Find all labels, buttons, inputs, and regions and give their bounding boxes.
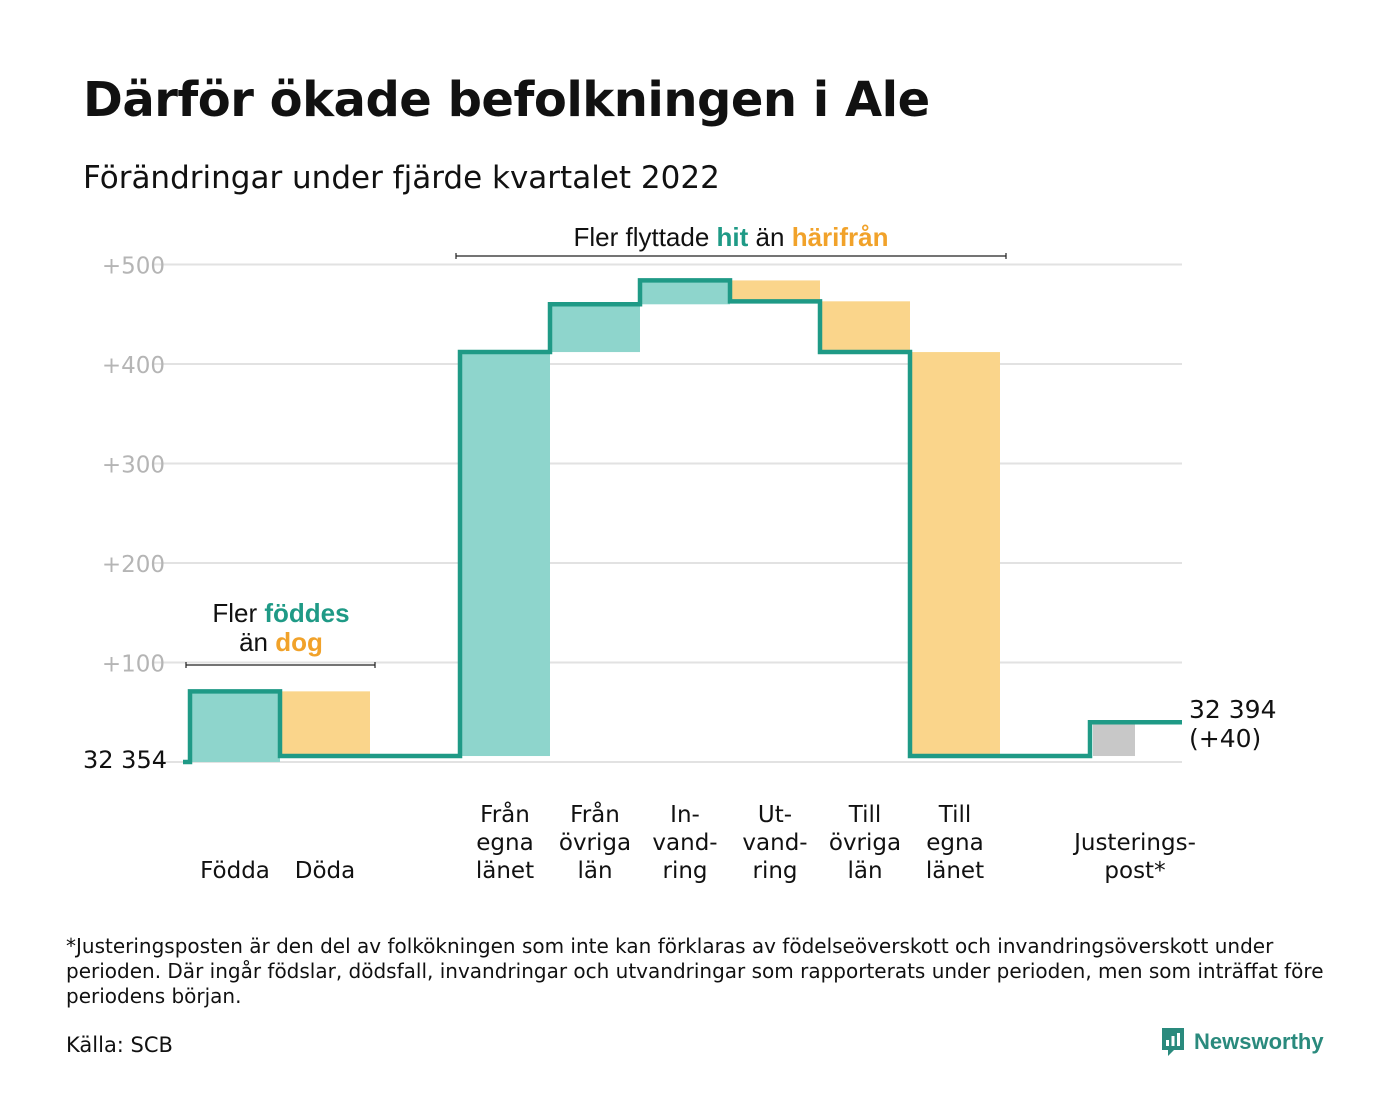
category-label: vand- <box>742 830 807 856</box>
category-label: Ut- <box>758 802 792 828</box>
y-axis-ticks: +100 +200 +300 +400 +500 <box>102 254 165 678</box>
category-label: Justerings- <box>1072 830 1196 856</box>
birth-annotation-line2: än dog <box>239 627 323 657</box>
bar <box>460 352 550 757</box>
y-tick-label: +200 <box>102 552 165 578</box>
footnote: *Justeringsposten är den del av folkökni… <box>66 934 1324 1008</box>
annotation-part: dog <box>275 627 323 657</box>
category-label: län <box>577 858 612 884</box>
waterfall-chart: +100+200+300+400+500 Födda DödaFrånegnalä… <box>83 222 1276 884</box>
y-tick-label: +400 <box>102 353 165 379</box>
category-label: Från <box>480 800 530 828</box>
category-label: post* <box>1104 858 1165 884</box>
bar <box>820 301 910 353</box>
y-tick-label: +500 <box>102 254 165 280</box>
bar <box>640 280 730 305</box>
birth-annotation-line1: Fler föddes <box>212 598 349 628</box>
category-label: Döda <box>295 858 355 884</box>
annotation-part: föddes <box>264 598 349 628</box>
brand-logo: Newsworthy <box>1160 1026 1324 1058</box>
category-label: ring <box>752 858 797 884</box>
category-label: län <box>847 858 882 884</box>
category-label: egna <box>476 830 533 856</box>
source-note: Källa: SCB <box>66 1033 173 1057</box>
migration-bracket <box>455 253 1007 259</box>
bar <box>730 280 820 302</box>
bar <box>910 352 1000 757</box>
category-label: ring <box>662 858 707 884</box>
newsworthy-logo-icon <box>1162 1028 1184 1056</box>
annotation-part: härifrån <box>792 222 889 252</box>
category-label: länet <box>926 858 984 884</box>
category-labels: Födda DödaFrånegnalänetFrånövrigalänIn-va… <box>83 695 1276 884</box>
y-tick-label: +100 <box>102 652 165 678</box>
category-label: Från <box>570 800 620 828</box>
gridlines <box>153 263 1182 763</box>
chart-title: Därför ökade befolkningen i Ale <box>83 72 930 128</box>
y-tick-label: +300 <box>102 453 165 479</box>
category-label: vand- <box>652 830 717 856</box>
category-label: länet <box>476 858 534 884</box>
annotation-part: än <box>748 222 791 252</box>
category-label: Till <box>848 802 882 828</box>
bar <box>190 691 280 762</box>
birth-bracket <box>185 662 376 668</box>
step-line-group <box>183 278 1182 765</box>
category-label: övriga <box>829 830 901 856</box>
migration-annotation: Fler flyttade hit än härifrån <box>573 222 888 252</box>
annotation-part: Fler flyttade <box>573 222 716 252</box>
category-label: egna <box>926 830 983 856</box>
annotation-part: Fler <box>212 598 264 628</box>
category-label: In- <box>670 802 700 828</box>
step-line <box>183 278 1182 765</box>
annotations: Fler flyttade hit än härifrån Fler föddes… <box>185 222 1007 668</box>
bars <box>190 280 1135 762</box>
end-change-label: (+40) <box>1189 724 1261 753</box>
annotation-part: hit <box>717 222 749 252</box>
brand-name: Newsworthy <box>1194 1029 1324 1054</box>
annotation-part: än <box>239 627 275 657</box>
category-label: övriga <box>559 830 631 856</box>
chart-subtitle: Förändringar under fjärde kvartalet 2022 <box>83 160 720 196</box>
start-value-label: 32 354 <box>83 746 167 774</box>
bar <box>550 304 640 353</box>
category-label: Till <box>938 802 972 828</box>
category-label: Födda <box>200 858 270 884</box>
end-value-label: 32 394 <box>1189 695 1276 724</box>
bar <box>280 691 370 757</box>
bar <box>1093 722 1135 757</box>
